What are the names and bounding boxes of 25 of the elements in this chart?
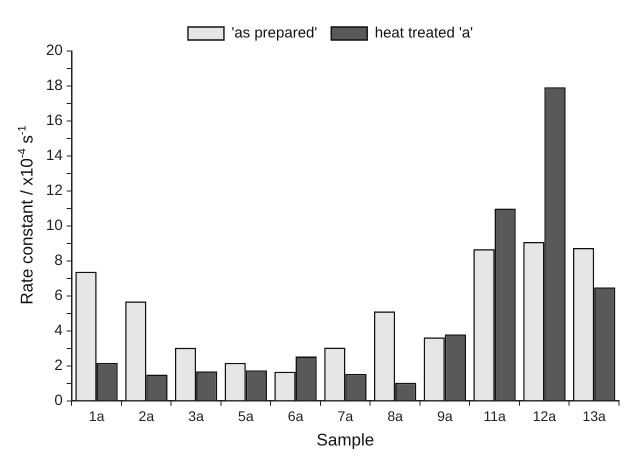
legend-label: 'as prepared' bbox=[231, 24, 318, 42]
y-tick-label: 18 bbox=[46, 77, 63, 94]
x-tick-label: 5a bbox=[238, 408, 254, 424]
y-tick-label: 8 bbox=[54, 252, 63, 270]
x-tick-label: 1a bbox=[88, 408, 105, 424]
x-tick-label: 13a bbox=[582, 408, 606, 424]
x-tick-label: 8a bbox=[387, 408, 404, 424]
x-tick-label: 11a bbox=[483, 408, 506, 424]
y-tick-label: 16 bbox=[46, 112, 63, 130]
x-tick-label: 2a bbox=[138, 408, 154, 424]
y-tick-label: 6 bbox=[54, 287, 63, 304]
x-axis-title: Sample bbox=[316, 430, 374, 450]
x-tick-label: 3a bbox=[188, 408, 204, 424]
y-tick-label: 2 bbox=[54, 356, 63, 374]
x-tick-label: 12a bbox=[532, 408, 556, 424]
y-tick-label: 14 bbox=[46, 147, 63, 164]
x-tick-label: 6a bbox=[288, 408, 304, 424]
x-tick-label: 7a bbox=[338, 408, 354, 424]
y-tick-label: 20 bbox=[46, 42, 63, 60]
y-tick-label: 0 bbox=[54, 392, 63, 409]
y-tick-label: 12 bbox=[46, 182, 63, 200]
x-tick-label: 9a bbox=[437, 408, 453, 424]
y-tick-label: 4 bbox=[54, 322, 63, 339]
y-tick-label: 10 bbox=[46, 217, 63, 234]
legend-label: heat treated 'a' bbox=[374, 24, 474, 42]
